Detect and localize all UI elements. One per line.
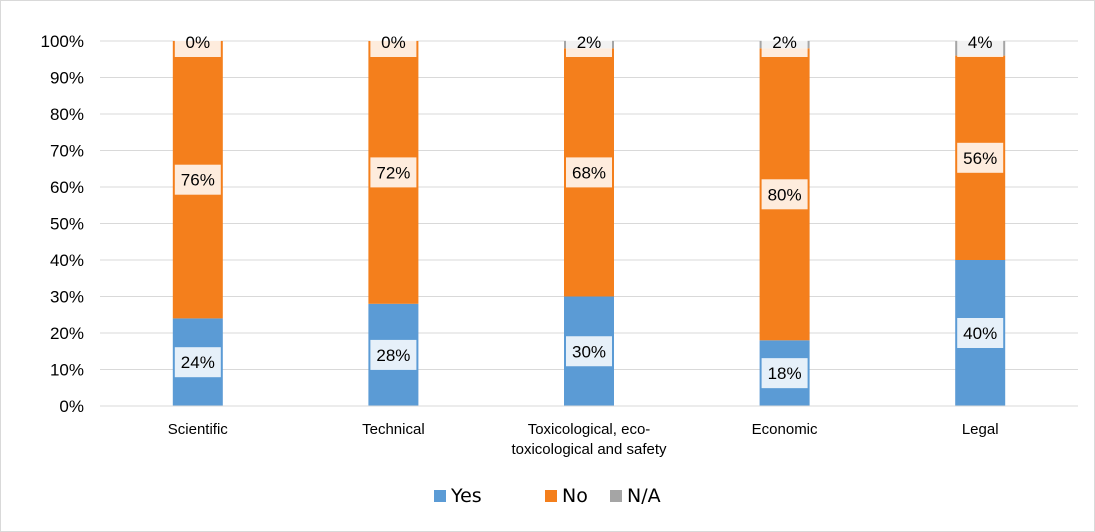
data-label: 40% — [963, 324, 997, 343]
data-labels: 24% 76% 0% 28% 72% 0% 30% 68% 2% 18% 80% 2% 40% 56% 4% — [174, 27, 1004, 389]
x-tick-label: Technical — [362, 421, 425, 438]
y-tick-label: 20% — [50, 324, 84, 343]
y-tick-label: 50% — [50, 215, 84, 234]
legend-label: No — [562, 485, 588, 507]
x-tick-label: Legal — [962, 421, 999, 438]
data-label: 0% — [186, 33, 211, 52]
y-tick-label: 100% — [41, 32, 84, 51]
data-label-bg — [566, 336, 612, 367]
legend-label: N/A — [627, 485, 661, 507]
x-tick-label: Scientific — [168, 421, 229, 438]
x-axis: Scientific Technical Toxicological, eco-to… — [100, 405, 1078, 458]
data-label-bg — [957, 142, 1004, 173]
y-tick-label: 40% — [50, 251, 84, 270]
data-label: 4% — [968, 33, 993, 52]
legend-swatch-n-a — [610, 490, 622, 502]
y-tick-label: 80% — [50, 105, 84, 124]
data-label-bg — [174, 164, 221, 195]
y-tick-label: 30% — [50, 288, 84, 307]
data-label: 0% — [381, 33, 406, 52]
data-label: 68% — [572, 163, 606, 182]
x-tick-label: Economic — [752, 421, 818, 438]
legend-swatch-yes — [434, 490, 446, 502]
y-tick-label: 60% — [50, 178, 84, 197]
x-tick-label: toxicological and safety — [511, 441, 667, 458]
data-label-bg — [761, 358, 808, 389]
data-label: 80% — [768, 185, 802, 204]
y-tick-label: 90% — [50, 69, 84, 88]
data-label-bg — [174, 347, 221, 378]
legend-swatch-no — [545, 490, 557, 502]
data-label: 76% — [181, 171, 215, 190]
data-label: 2% — [577, 33, 602, 52]
data-label-bg — [370, 157, 417, 188]
data-label: 18% — [768, 364, 802, 383]
data-label: 56% — [963, 149, 997, 168]
y-tick-label: 70% — [50, 142, 84, 161]
data-label-bg — [566, 27, 612, 57]
data-label-bg — [761, 27, 808, 57]
y-axis: 0% 10% 20% 30% 40% 50% 60% 70% 80% 90% 100% — [41, 32, 84, 416]
x-tick-label: Toxicological, eco- — [528, 421, 651, 438]
data-label-bg — [957, 318, 1004, 348]
y-tick-label: 10% — [50, 361, 84, 380]
data-label-bg — [566, 157, 612, 188]
data-label: 2% — [772, 33, 797, 52]
data-label: 24% — [181, 353, 215, 372]
data-label: 30% — [572, 342, 606, 361]
legend: Yes No N/A — [434, 485, 661, 507]
data-label-bg — [957, 27, 1004, 57]
data-label: 28% — [376, 346, 410, 365]
data-label: 72% — [376, 163, 410, 182]
data-label-bg — [761, 179, 808, 210]
data-label-bg — [370, 27, 417, 57]
y-tick-label: 0% — [59, 397, 84, 416]
legend-label: Yes — [450, 485, 482, 507]
data-label-bg — [174, 27, 221, 57]
data-label-bg — [370, 339, 417, 370]
